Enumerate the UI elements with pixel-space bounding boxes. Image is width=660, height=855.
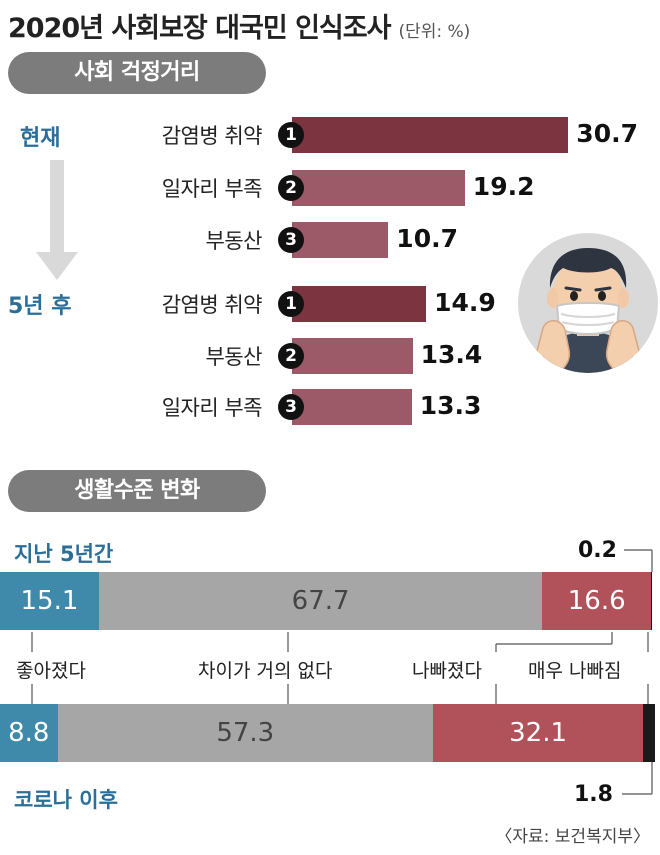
stacked-value: 16.6 (567, 586, 626, 616)
row-title-after-covid: 코로나 이후 (14, 788, 118, 812)
worry-value: 10.7 (396, 224, 458, 253)
stacked-value: 57.3 (216, 718, 275, 748)
category-label: 차이가 거의 없다 (198, 660, 333, 682)
worry-label: 감염병 취약 (161, 124, 263, 148)
chart-title: 2020년 사회보장 대국민 인식조사 (단위: %) (8, 6, 470, 45)
category-label: 좋아졌다 (16, 660, 86, 682)
very-bad-value-top: 0.2 (578, 538, 617, 563)
rank-badge: 3 (278, 394, 304, 420)
period-label-5yr: 5년 후 (8, 294, 72, 319)
worry-bar (292, 170, 465, 206)
section-pill-living-standard: 생활수준 변화 (8, 470, 266, 512)
worry-bar (292, 286, 427, 322)
stacked-segment (57, 704, 433, 762)
stacked-value: 67.7 (291, 586, 350, 616)
worry-label: 일자리 부족 (161, 177, 263, 201)
down-arrow-icon (36, 160, 78, 280)
worry-label: 감염병 취약 (161, 293, 263, 317)
stacked-segment (542, 572, 652, 630)
unit-label: (단위: %) (398, 22, 471, 42)
category-label: 나빠졌다 (412, 660, 482, 682)
stacked-segment (432, 704, 644, 762)
rank-badge: 1 (278, 291, 304, 317)
stacked-segment (0, 704, 58, 762)
worry-value: 13.4 (420, 340, 483, 369)
worry-label: 부동산 (205, 345, 263, 369)
worry-label: 부동산 (205, 229, 263, 253)
stacked-value: 32.1 (509, 718, 568, 748)
masked-person-illustration (518, 233, 658, 373)
worry-bar (292, 338, 413, 374)
rank-badge: 1 (278, 122, 304, 148)
period-label-now: 현재 (20, 126, 61, 151)
stacked-segment (643, 704, 655, 762)
chart-title-text: 2020년 사회보장 대국민 인식조사 (8, 13, 391, 44)
category-label: 매우 나빠짐 (528, 660, 622, 682)
worry-value: 30.7 (576, 119, 638, 148)
section-pill-worries: 사회 걱정거리 (8, 52, 266, 94)
worry-value: 13.3 (419, 391, 482, 420)
stacked-value: 15.1 (20, 586, 79, 616)
row-title-last-5-years: 지난 5년간 (14, 542, 114, 566)
rank-badge: 3 (278, 227, 304, 253)
stacked-value: 8.8 (8, 718, 50, 748)
rank-badge: 2 (278, 343, 304, 369)
stacked-segment (98, 572, 543, 630)
worry-value: 14.9 (434, 288, 496, 317)
worry-value: 19.2 (472, 172, 535, 201)
rank-badge: 2 (278, 175, 304, 201)
worry-bar (292, 117, 569, 153)
worry-bar (292, 389, 412, 425)
source-label: 〈자료: 보건복지부〉 (495, 827, 650, 847)
stacked-segment (0, 572, 99, 630)
stacked-segment (651, 572, 653, 630)
worry-bar (292, 222, 389, 258)
very-bad-value-bottom: 1.8 (574, 782, 613, 807)
worry-label: 일자리 부족 (161, 396, 263, 420)
